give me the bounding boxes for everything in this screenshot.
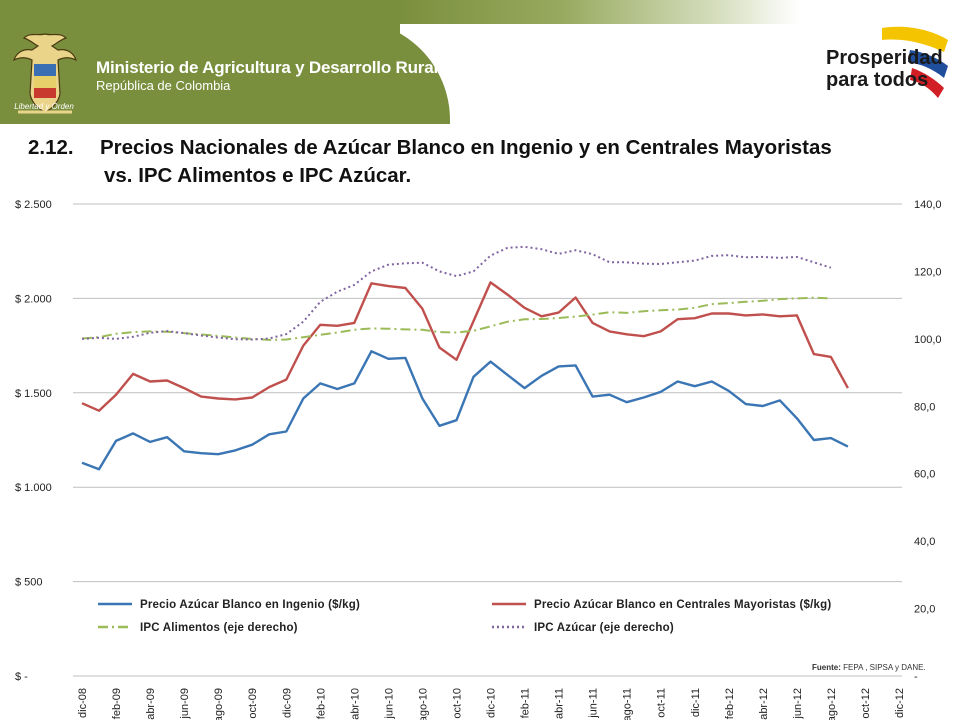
x-tick-label: jun-09 [179,688,191,720]
x-tick-label: ago-11 [622,688,634,720]
x-tick-label: ago-10 [417,688,429,720]
x-tick-label: abr-09 [145,688,157,720]
header-gradient [400,0,800,24]
y-left-tick-label: $ 2.000 [15,293,52,305]
x-tick-label: feb-12 [724,688,736,719]
y-right-tick-label: 100,0 [914,334,942,346]
legend-label: Precio Azúcar Blanco en Ingenio ($/kg) [140,599,360,611]
y-left-tick-label: $ 2.500 [15,199,52,211]
motto-text: Libertad y Orden [14,102,74,111]
x-tick-label: dic-10 [486,688,498,718]
y-right-tick-label: 120,0 [914,266,942,278]
brand-line1: Prosperidad [826,47,943,69]
y-left-tick-label: $ 1.000 [15,482,52,494]
legend-label: Precio Azúcar Blanco en Centrales Mayori… [534,599,831,611]
x-tick-label: jun-12 [792,688,804,720]
x-tick-label: dic-12 [894,688,906,718]
ministry-title: Ministerio de Agricultura y Desarrollo R… [96,58,438,77]
x-tick-label: oct-10 [451,688,463,719]
series-line [81,296,831,341]
legend-label: IPC Azúcar (eje derecho) [534,622,674,634]
title-line1: Precios Nacionales de Azúcar Blanco en I… [100,136,832,159]
x-tick-label: oct-09 [247,688,259,719]
x-tick-label: dic-09 [281,688,293,718]
source-text: FEPA , SIPSA y DANE. [843,663,926,672]
slide-title: 2.12. Precios Nacionales de Azúcar Blanco… [28,134,928,190]
y-left-tick-label: $ - [15,671,28,683]
y-left-tick-label: $ 1.500 [15,388,52,400]
x-tick-label: oct-11 [656,688,668,718]
y-right-tick-label: 40,0 [914,536,935,548]
x-tick-label: dic-11 [690,688,702,717]
title-number: 2.12. [28,136,74,159]
x-tick-label: feb-10 [315,688,327,719]
source-label: Fuente: [812,663,841,672]
x-tick-label: ago-09 [213,688,225,720]
x-tick-label: abr-12 [758,688,770,720]
y-right-tick-label: 140,0 [914,199,942,211]
series-line [81,350,849,471]
brand-line2: para todos [826,69,928,91]
header: Libertad y Orden Ministerio de Agricultu… [0,0,960,124]
chart: $ - $ 500 $ 1.000 $ 1.500 $ 2.000 $ 2.500 - 20,… [15,199,942,720]
legend-label: IPC Alimentos (eje derecho) [140,622,298,634]
header-green-band [0,0,400,124]
x-tick-label: feb-11 [520,688,532,718]
x-tick-label: feb-09 [111,688,123,719]
y-right-tick-label: 60,0 [914,469,935,481]
series-line [81,281,849,412]
x-tick-label: oct-12 [860,688,872,719]
title-line2: vs. IPC Alimentos e IPC Azúcar. [104,164,412,187]
x-tick-label: abr-10 [349,688,361,720]
ministry-subtitle: República de Colombia [96,78,231,93]
y-right-tick-label: - [914,671,918,683]
x-tick-label: jun-10 [383,688,395,720]
y-right-tick-label: 20,0 [914,604,935,616]
x-tick-label: abr-11 [554,688,566,719]
coat-of-arms-icon [12,33,78,114]
series-line [81,245,832,341]
x-tick-label: ago-12 [826,688,838,720]
x-tick-label: jun-11 [588,688,600,719]
source-note: Fuente: FEPA , SIPSA y DANE. [812,663,926,672]
prosperidad-logo: Prosperidad para todos [826,26,948,98]
y-right-tick-label: 80,0 [914,401,935,413]
x-tick-label: dic-08 [77,688,89,718]
y-left-tick-label: $ 500 [15,577,43,589]
